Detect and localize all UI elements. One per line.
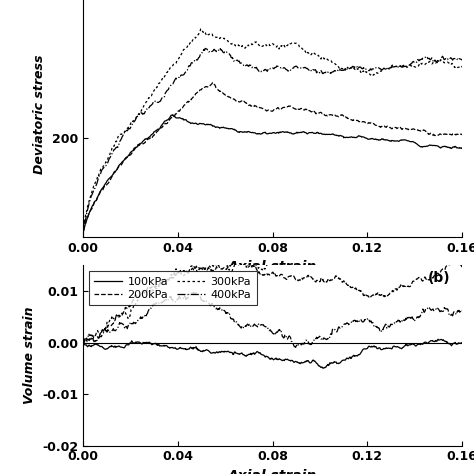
Text: (b): (b) [428,271,451,285]
Y-axis label: Deviatoric stress: Deviatoric stress [33,54,46,173]
X-axis label: Axial strain: Axial strain [228,469,317,474]
Legend: 100kPa, 200kPa, 300kPa, 400kPa: 100kPa, 200kPa, 300kPa, 400kPa [89,271,257,305]
Y-axis label: Volume strain: Volume strain [23,307,36,404]
X-axis label: Axial strain: Axial strain [228,260,317,274]
